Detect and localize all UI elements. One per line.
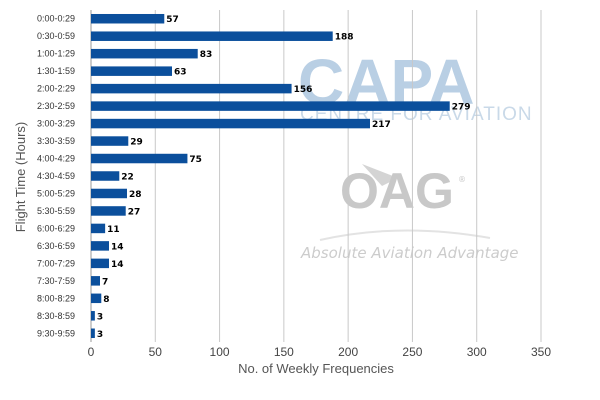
x-tick-label: 150	[274, 345, 294, 359]
y-tick-label: 9:30-9:59	[37, 328, 75, 338]
y-tick-label: 2:30-2:59	[37, 101, 75, 111]
y-tick-label: 1:30-1:59	[37, 66, 75, 76]
y-tick-label: 0:30-0:59	[37, 31, 75, 41]
x-tick-label: 350	[531, 345, 551, 359]
data-label: 3	[97, 312, 103, 322]
y-tick-label: 4:00-4:29	[37, 154, 75, 164]
bar	[91, 258, 109, 269]
y-tick-label: 0:00-0:29	[37, 14, 75, 24]
bar	[91, 188, 127, 199]
data-label: 57	[166, 15, 179, 25]
bar	[91, 101, 450, 111]
x-tick-label: 0	[88, 345, 95, 359]
y-tick-label: 6:30-6:59	[37, 241, 75, 251]
oag-logo-icon	[362, 164, 398, 186]
bar	[91, 66, 172, 76]
data-label: 75	[189, 155, 202, 165]
data-label: 217	[372, 120, 391, 130]
data-label: 3	[97, 330, 103, 340]
data-label: 188	[335, 33, 354, 43]
data-label: 279	[452, 103, 471, 113]
x-tick-label: 300	[467, 345, 487, 359]
x-tick-label: 50	[149, 345, 163, 359]
y-tick-label: 8:00-8:29	[37, 293, 75, 303]
y-tick-label: 3:00-3:29	[37, 119, 75, 129]
y-tick-label: 4:30-4:59	[37, 171, 75, 181]
bar	[91, 223, 106, 234]
y-tick-label: 3:30-3:59	[37, 136, 75, 146]
bar	[91, 171, 120, 181]
data-label: 11	[107, 225, 120, 235]
bar	[91, 136, 129, 146]
x-tick-label: 100	[210, 345, 230, 359]
y-axis-ticks: 0:00-0:29 0:30-0:59 1:00-1:29 1:30-1:59 2:00…	[37, 14, 75, 339]
bar	[91, 153, 188, 164]
data-label: 29	[130, 138, 143, 148]
bar	[91, 83, 292, 94]
bar	[91, 311, 95, 321]
data-label: 22	[121, 173, 134, 183]
oag-tagline: Absolute Aviation Advantage	[300, 244, 519, 262]
bar	[91, 276, 100, 286]
watermark: CAPA CENTRE FOR AVIATION OAG ® Absolute …	[298, 46, 532, 262]
y-axis-title: Flight Time (Hours)	[13, 122, 28, 233]
bar	[91, 241, 109, 251]
data-label: 14	[111, 260, 124, 270]
data-label: 27	[128, 207, 141, 217]
bar	[91, 31, 333, 41]
y-tick-label: 5:00-5:29	[37, 188, 75, 198]
y-tick-label: 5:30-5:59	[37, 206, 75, 216]
bar	[91, 293, 102, 304]
y-tick-label: 7:00-7:29	[37, 258, 75, 268]
y-tick-label: 2:00-2:29	[37, 84, 75, 94]
x-tick-label: 250	[402, 345, 422, 359]
registered-mark: ®	[458, 175, 466, 184]
data-label: 156	[294, 85, 313, 95]
data-label: 8	[103, 295, 109, 305]
data-label: 28	[129, 190, 142, 200]
x-axis-ticks: 0 50 100 150 200 250 300 350	[88, 345, 552, 359]
x-axis-title: No. of Weekly Frequencies	[238, 361, 394, 376]
y-tick-label: 8:30-8:59	[37, 311, 75, 321]
x-tick-label: 200	[338, 345, 358, 359]
data-label: 14	[111, 242, 124, 252]
data-label: 63	[174, 68, 187, 78]
bar	[91, 206, 126, 216]
y-tick-label: 6:00-6:29	[37, 223, 75, 233]
data-label: 83	[200, 50, 213, 60]
bar	[91, 328, 95, 339]
y-tick-label: 1:00-1:29	[37, 49, 75, 59]
bar	[91, 118, 370, 129]
swoosh-icon	[319, 229, 491, 241]
oag-watermark: OAG	[340, 163, 454, 219]
bar	[91, 13, 165, 24]
data-label: 7	[102, 277, 108, 287]
bar	[91, 48, 198, 59]
y-tick-label: 7:30-7:59	[37, 276, 75, 286]
